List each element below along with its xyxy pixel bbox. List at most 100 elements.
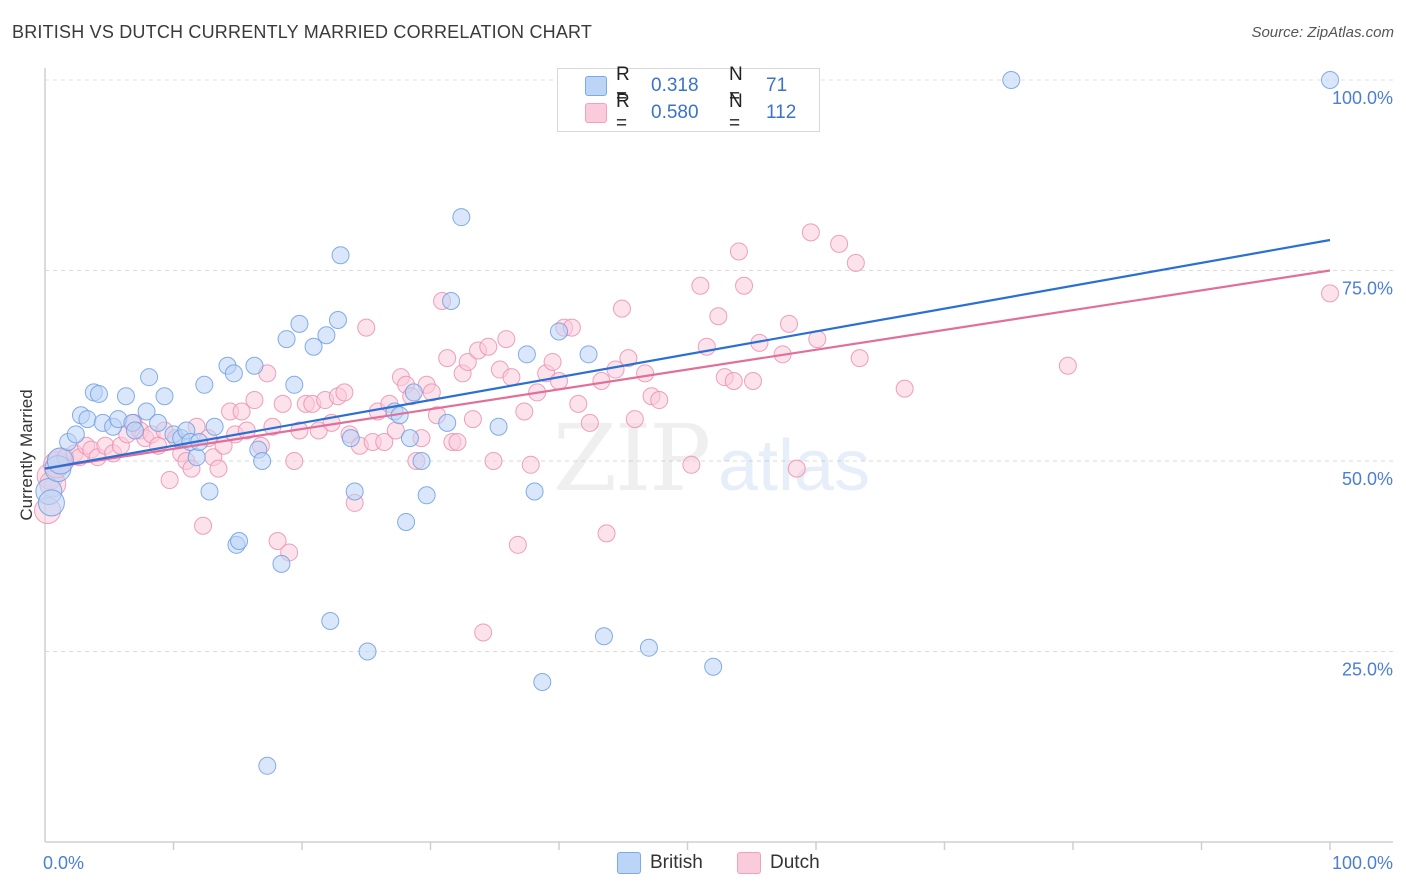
dutch-point xyxy=(273,394,292,413)
british-point xyxy=(397,512,416,531)
british-point xyxy=(195,375,214,394)
british-r-label: R = xyxy=(616,64,630,107)
british-point xyxy=(489,417,508,436)
british-n-label: N = xyxy=(729,64,743,107)
british-n-value: 71 xyxy=(766,75,788,96)
y-tick-label-75: 75.0% xyxy=(1342,279,1393,299)
british-swatch xyxy=(585,76,607,96)
dutch-point xyxy=(569,394,588,413)
watermark: ZIP atlas xyxy=(553,405,870,512)
dutch-point xyxy=(830,234,849,253)
dutch-point xyxy=(209,459,228,478)
british-point xyxy=(321,612,340,631)
british-point xyxy=(438,413,457,432)
british-point xyxy=(290,314,309,333)
dutch-point xyxy=(543,352,562,371)
dutch-n-label: N = xyxy=(729,91,743,134)
british-point xyxy=(345,482,364,501)
british-point xyxy=(328,311,347,330)
dutch-point xyxy=(650,391,669,410)
dutch-point xyxy=(245,391,264,410)
y-tick-label-100: 100.0% xyxy=(1332,88,1393,108)
british-point xyxy=(137,402,156,421)
chart-title: BRITISH VS DUTCH CURRENTLY MARRIED CORRE… xyxy=(12,22,593,42)
british-point xyxy=(550,322,568,341)
trendlines xyxy=(44,238,1331,470)
british-point xyxy=(533,672,552,691)
dutch-point xyxy=(625,410,644,429)
dutch-point xyxy=(375,432,394,451)
british-point xyxy=(704,657,723,676)
dutch-point xyxy=(521,455,540,474)
british-point xyxy=(594,627,613,646)
british-point xyxy=(224,364,243,383)
dutch-swatch xyxy=(585,103,607,123)
dutch-legend-swatch xyxy=(737,852,761,874)
british-point xyxy=(46,447,74,475)
x-tick-label-max: 100.0% xyxy=(1332,853,1393,873)
british-point xyxy=(412,452,431,470)
legend-item-british[interactable]: British xyxy=(617,852,703,874)
british-point xyxy=(37,489,65,517)
british-point xyxy=(285,375,304,394)
british-point xyxy=(66,425,85,444)
dutch-point xyxy=(497,330,516,349)
british-point xyxy=(317,326,336,345)
dutch-point xyxy=(357,318,376,337)
dutch-point xyxy=(729,242,748,261)
dutch-point xyxy=(335,383,354,402)
tick-labels: 25.0% 50.0% 75.0% 100.0% 0.0% 100.0% xyxy=(43,88,1393,873)
dutch-point xyxy=(463,410,482,429)
dutch-point xyxy=(780,314,799,333)
british-point xyxy=(341,429,360,448)
dutch-point xyxy=(682,455,701,474)
dutch-point xyxy=(850,349,869,368)
british-point xyxy=(1002,71,1021,89)
british-point xyxy=(140,368,159,387)
dutch-point xyxy=(515,402,534,421)
dutch-point xyxy=(448,432,467,451)
dutch-point xyxy=(1321,284,1339,303)
british-point xyxy=(442,291,461,310)
dutch-point xyxy=(735,276,754,295)
british-legend-label: British xyxy=(650,852,703,873)
british-point xyxy=(579,345,598,364)
dutch-n-value: 112 xyxy=(766,102,797,123)
british-point xyxy=(525,482,544,501)
british-r-value: 0.318 xyxy=(651,75,699,96)
dutch-point xyxy=(474,623,493,642)
dutch-point xyxy=(479,337,498,356)
dutch-point xyxy=(895,379,914,398)
dutch-point xyxy=(709,307,728,326)
british-point xyxy=(639,638,658,657)
dutch-point xyxy=(580,413,599,432)
british-point xyxy=(187,448,206,467)
dutch-point xyxy=(744,371,763,390)
dutch-r-value: 0.580 xyxy=(651,102,699,123)
british-point xyxy=(400,429,419,448)
dutch-point xyxy=(597,524,616,543)
british-point xyxy=(417,486,436,505)
british-point xyxy=(245,356,264,375)
british-point xyxy=(452,208,471,227)
british-point xyxy=(89,384,108,403)
y-tick-label-50: 50.0% xyxy=(1342,469,1393,489)
dutch-legend-label: Dutch xyxy=(770,852,820,873)
british-point xyxy=(258,756,277,775)
british-point xyxy=(125,421,144,440)
british-point xyxy=(404,383,423,402)
legend-item-dutch[interactable]: Dutch xyxy=(737,852,820,874)
dutch-r-label: R = xyxy=(616,91,630,134)
dutch-point xyxy=(484,452,503,470)
dutch-point xyxy=(194,516,213,535)
source-label: Source: ZipAtlas.com xyxy=(1251,24,1394,41)
y-tick-label-25: 25.0% xyxy=(1342,660,1393,680)
dutch-point xyxy=(612,299,631,318)
dutch-point xyxy=(1058,356,1077,375)
british-point xyxy=(205,417,224,436)
dutch-point xyxy=(285,452,304,470)
british-legend-swatch xyxy=(617,852,641,874)
dutch-point xyxy=(724,371,743,390)
british-point xyxy=(358,642,377,661)
